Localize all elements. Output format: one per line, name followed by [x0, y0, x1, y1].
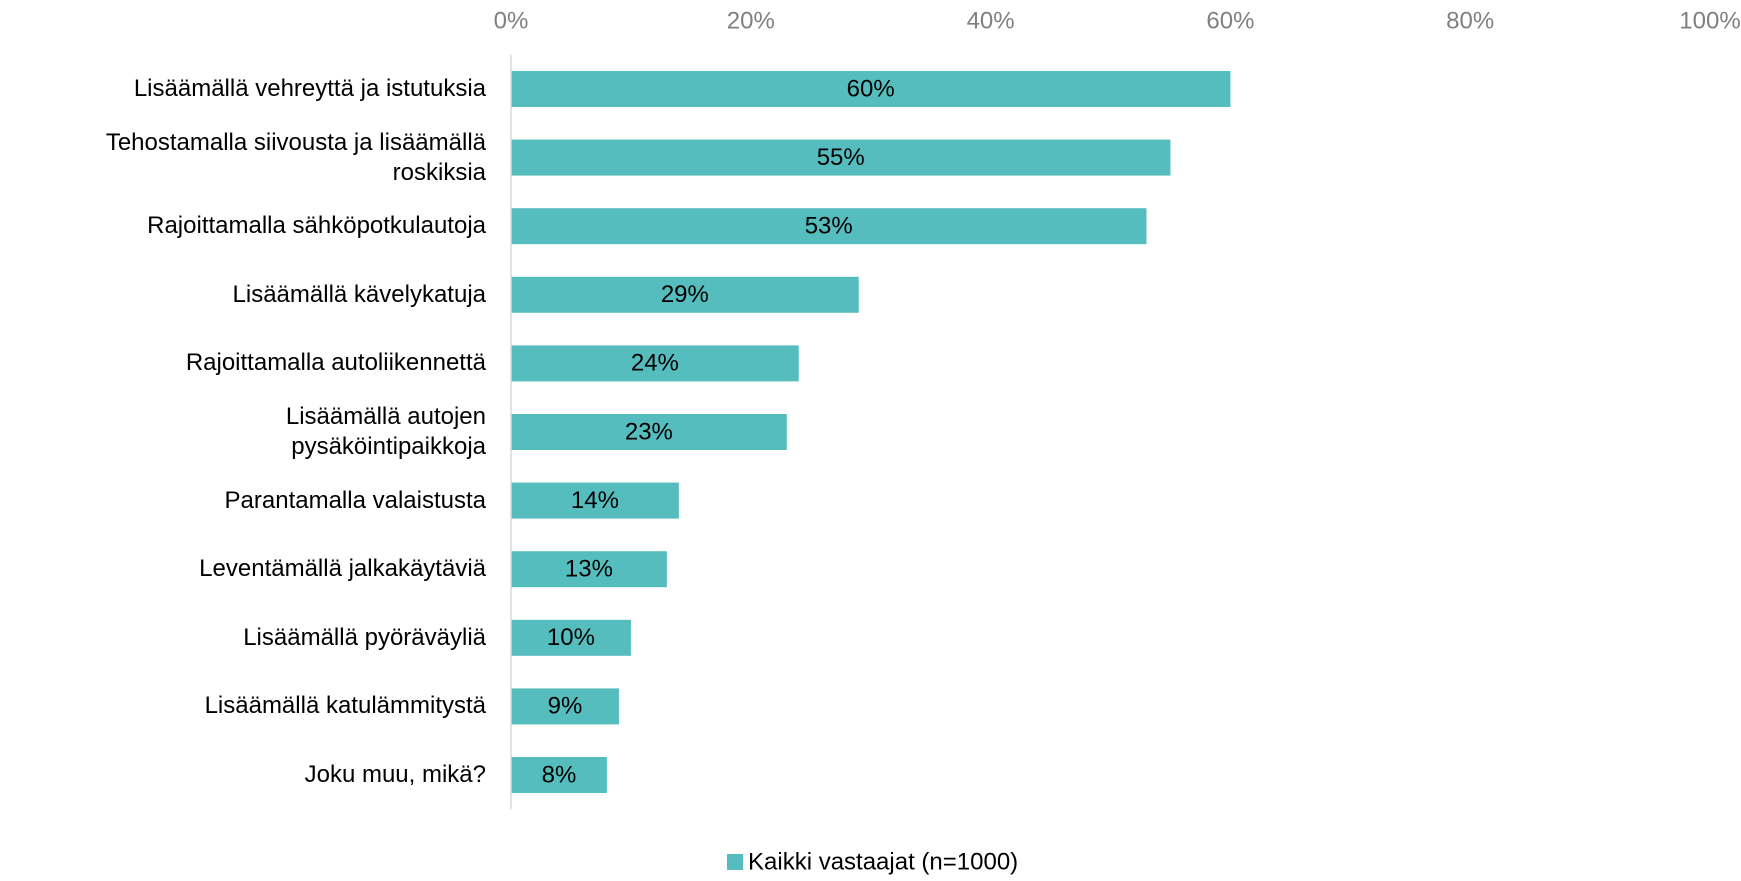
- y-tick-label: Rajoittamalla autoliikennettä: [185, 349, 486, 377]
- bar: [511, 71, 1231, 107]
- bar: [511, 688, 619, 725]
- y-tick-label: Lisäämällä katulämmitystä: [204, 692, 486, 720]
- x-tick-label: 0%: [494, 7, 529, 34]
- bar: [511, 276, 859, 313]
- y-tick-label: Lisäämällä vehreyttä ja istutuksia: [133, 75, 486, 102]
- data-label: 29%: [661, 281, 709, 308]
- data-label: 60%: [847, 75, 895, 102]
- data-label: 9%: [548, 693, 583, 720]
- data-label: 14%: [571, 487, 619, 514]
- data-label: 24%: [631, 350, 679, 377]
- data-label: 10%: [547, 624, 595, 651]
- y-tick-label: Parantamalla valaistusta: [224, 486, 486, 514]
- y-tick-label: Lisäämällä autojen pysäköintipaikkoja: [285, 403, 486, 460]
- legend-swatch: [727, 854, 743, 870]
- x-tick-label: 100%: [1679, 7, 1740, 34]
- x-tick-label: 80%: [1446, 7, 1494, 34]
- bar: [511, 414, 787, 450]
- bar: [511, 757, 607, 793]
- bar: [511, 139, 1171, 176]
- x-tick-label: 20%: [727, 7, 775, 34]
- y-tick-label: Joku muu, mikä?: [304, 761, 486, 788]
- y-tick-label: Rajoittamalla sähköpotkulautoja: [147, 212, 486, 240]
- bar: [511, 619, 631, 656]
- data-label: 23%: [625, 418, 673, 445]
- y-tick-label: Leventämällä jalkakäytäviä: [199, 555, 486, 583]
- bar: [511, 208, 1147, 245]
- x-tick-label: 40%: [967, 7, 1015, 34]
- bar: [511, 345, 799, 382]
- bar: [511, 482, 679, 519]
- bar: [511, 551, 667, 588]
- y-tick-label: Lisäämällä pyöräväyliä: [243, 623, 486, 651]
- data-label: 13%: [565, 556, 613, 583]
- x-tick-label: 60%: [1206, 7, 1254, 34]
- y-tick-label: Tehostamalla siivousta ja lisäämällä ros…: [105, 128, 486, 186]
- data-label: 53%: [805, 213, 853, 240]
- data-label: 8%: [542, 761, 577, 788]
- data-label: 55%: [817, 144, 865, 171]
- legend-label: Kaikki vastaajat (n=1000): [748, 848, 1018, 875]
- y-tick-label: Lisäämällä kävelykatuja: [232, 280, 486, 308]
